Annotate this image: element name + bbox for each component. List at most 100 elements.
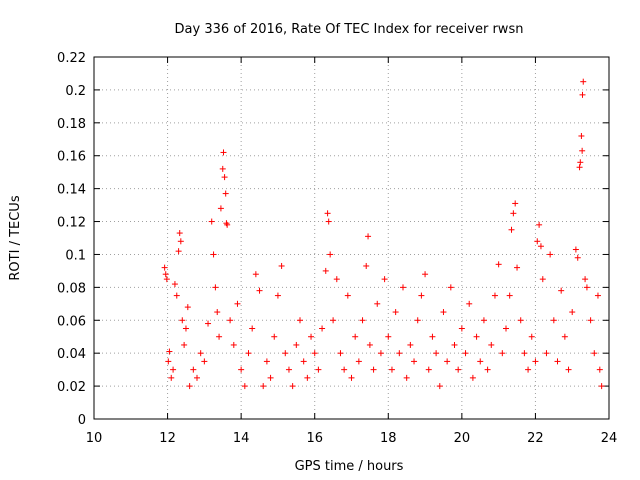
data-point	[325, 218, 332, 225]
data-point	[495, 261, 502, 268]
x-tick-label: 24	[601, 431, 618, 446]
data-point	[451, 341, 458, 348]
data-point	[587, 317, 594, 324]
data-point	[554, 358, 561, 365]
data-point	[579, 91, 586, 98]
data-point	[315, 366, 322, 373]
data-point	[534, 238, 541, 245]
y-tick-label: 0.04	[57, 347, 86, 362]
data-point	[216, 333, 223, 340]
data-point	[227, 317, 234, 324]
data-point	[374, 300, 381, 307]
data-point	[469, 374, 476, 381]
data-point	[220, 149, 227, 156]
data-point	[363, 262, 370, 269]
data-point	[344, 292, 351, 299]
data-point	[304, 374, 311, 381]
data-point	[182, 325, 189, 332]
data-point	[484, 366, 491, 373]
y-tick-label: 0.14	[57, 183, 86, 198]
data-point	[212, 284, 219, 291]
data-point	[177, 238, 184, 245]
data-point	[165, 358, 172, 365]
data-point	[249, 325, 256, 332]
data-point	[517, 317, 524, 324]
data-point	[539, 276, 546, 283]
x-tick-label: 16	[306, 431, 323, 446]
data-point	[267, 374, 274, 381]
data-point	[458, 325, 465, 332]
data-point	[217, 205, 224, 212]
data-point	[377, 350, 384, 357]
data-point	[583, 284, 590, 291]
data-point	[300, 358, 307, 365]
y-tick-label: 0.08	[57, 281, 86, 296]
data-point	[550, 317, 557, 324]
data-point	[512, 200, 519, 207]
data-point	[569, 309, 576, 316]
data-point	[514, 264, 521, 271]
y-tick-label: 0.22	[57, 51, 86, 66]
data-point	[359, 317, 366, 324]
data-point	[337, 350, 344, 357]
data-point	[466, 300, 473, 307]
data-point	[503, 325, 509, 332]
data-point	[176, 230, 183, 237]
data-point	[596, 366, 603, 373]
data-point	[543, 350, 550, 357]
data-point	[422, 271, 429, 278]
data-point	[576, 164, 583, 171]
data-point	[352, 333, 359, 340]
y-tick-label: 0.06	[57, 314, 86, 329]
data-point	[574, 254, 581, 261]
data-point	[278, 262, 285, 269]
data-point	[388, 366, 395, 373]
data-point	[407, 341, 414, 348]
data-point	[201, 358, 208, 365]
data-point	[355, 358, 362, 365]
data-point	[341, 366, 348, 373]
data-point	[532, 358, 539, 365]
data-point	[579, 147, 586, 154]
data-point	[234, 300, 241, 307]
data-point	[170, 366, 177, 373]
data-point	[210, 251, 217, 258]
data-point	[271, 333, 278, 340]
data-point	[297, 317, 303, 324]
data-point	[366, 341, 373, 348]
x-tick-label: 22	[527, 431, 544, 446]
data-point	[162, 271, 169, 278]
data-point	[444, 358, 451, 365]
data-point	[418, 292, 425, 299]
grid-lines	[94, 57, 609, 419]
data-point	[370, 366, 377, 373]
y-tick-label: 0	[78, 413, 86, 428]
data-point	[179, 317, 186, 324]
data-point	[330, 317, 337, 324]
data-point	[525, 366, 532, 373]
data-point	[289, 383, 296, 390]
data-point	[311, 350, 318, 357]
data-point	[403, 374, 410, 381]
x-tick-label: 18	[380, 431, 397, 446]
data-point	[161, 264, 168, 271]
x-tick-label: 12	[159, 431, 176, 446]
data-point	[252, 271, 259, 278]
data-point	[411, 358, 418, 365]
data-point	[433, 350, 440, 357]
data-point	[429, 333, 436, 340]
data-point	[480, 317, 487, 324]
data-point	[491, 292, 498, 299]
data-point	[578, 132, 585, 139]
data-point	[197, 350, 204, 357]
data-point	[477, 358, 484, 365]
y-tick-label: 0.16	[57, 150, 86, 165]
data-point	[333, 276, 340, 283]
data-point	[537, 243, 544, 250]
data-point	[561, 333, 568, 340]
data-point	[577, 159, 584, 166]
data-point	[572, 246, 579, 253]
data-point	[365, 233, 372, 240]
data-point	[499, 350, 506, 357]
